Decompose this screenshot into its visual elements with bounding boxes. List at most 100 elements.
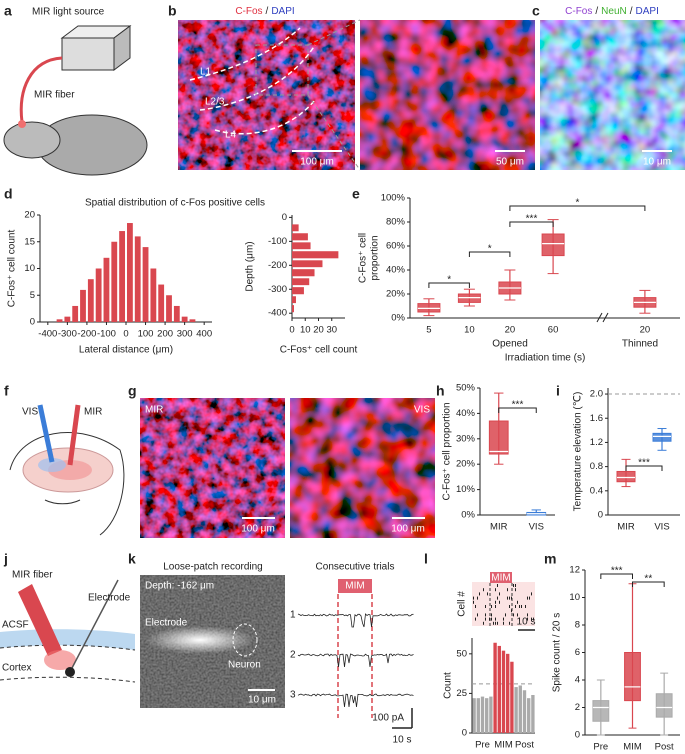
- y-tick-label: 20: [24, 210, 35, 221]
- y-tick-label: 8: [575, 620, 580, 631]
- panel-label: m: [544, 551, 556, 567]
- bracket: [468, 251, 511, 257]
- y-tick-label: 10: [24, 263, 35, 274]
- stim-box: [338, 579, 372, 593]
- x-tick-label: Post: [655, 742, 674, 753]
- x-tick-label: -400: [38, 329, 57, 340]
- y-tick-label: 6: [575, 647, 580, 658]
- cortex-line: [0, 644, 136, 651]
- zoom-line: [307, 94, 361, 171]
- x-tick-label: VIS: [529, 522, 544, 533]
- panel-label: c: [532, 3, 540, 19]
- axis-title: Count: [443, 672, 454, 699]
- spike: [487, 592, 488, 596]
- title-part: /: [266, 6, 269, 17]
- title-part: C-Fos: [565, 6, 592, 17]
- trial-label: 1: [290, 610, 296, 621]
- y-tick-label: 2.0: [590, 389, 603, 400]
- title-part: NeuN: [601, 6, 627, 17]
- fiber: [18, 584, 62, 656]
- spike: [503, 617, 504, 621]
- bar: [527, 698, 531, 733]
- bar: [472, 698, 476, 733]
- axis-title: Irradiation time (s): [505, 353, 586, 364]
- axis-title: Spike count / 20 s: [552, 613, 563, 693]
- y-tick-label: 50%: [456, 383, 476, 394]
- spike: [495, 588, 496, 592]
- eye: [44, 499, 81, 505]
- x-tick-label: -300: [58, 329, 77, 340]
- label: Depth: -162 μm: [145, 581, 214, 592]
- panel-a: MIR light source MIR fiber: [3, 7, 148, 176]
- zoom-box: [255, 44, 309, 96]
- image: [540, 20, 685, 170]
- spike: [477, 596, 478, 600]
- spike: [517, 600, 518, 604]
- panel-label: f: [4, 383, 9, 399]
- spike: [505, 613, 506, 617]
- trace: [297, 693, 414, 708]
- spike: [507, 596, 508, 600]
- spike: [527, 613, 528, 617]
- bracket: [509, 221, 554, 227]
- brain-area: [38, 458, 66, 472]
- bar: [501, 650, 506, 733]
- stim-label: MIM: [345, 581, 364, 592]
- axis-title: Lateral distance (μm): [79, 345, 173, 356]
- title: C-Fos / NeuN / DAPI: [565, 6, 659, 17]
- spike: [475, 605, 476, 608]
- axis-title: C-Fos⁺ cell count: [280, 345, 358, 356]
- x-tick-label: 0: [123, 329, 128, 340]
- y-tick-label: 0: [282, 212, 287, 223]
- panel-label: j: [3, 551, 8, 567]
- x-tick-label: Post: [515, 740, 534, 751]
- neuron: [65, 667, 75, 677]
- y-tick-label: 0: [462, 728, 467, 739]
- spike: [511, 596, 512, 600]
- title: C-Fos / DAPI: [235, 6, 294, 17]
- bar: [510, 661, 514, 733]
- spike: [525, 605, 526, 608]
- spike: [511, 609, 512, 613]
- spike: [475, 617, 476, 621]
- annotation: ***: [638, 458, 650, 469]
- spike: [515, 605, 516, 608]
- spike: [527, 596, 528, 600]
- y-tick-label: 0: [30, 317, 35, 328]
- bar: [292, 305, 294, 313]
- spike: [499, 600, 500, 604]
- spike: [515, 584, 516, 587]
- bar: [292, 242, 311, 250]
- panel-c: C-Fos / NeuN / DAPI 10 μm: [540, 6, 685, 170]
- title-part: /: [595, 6, 598, 17]
- panel-label: i: [556, 383, 560, 399]
- scale-label: 10 μm: [248, 695, 276, 706]
- spike: [485, 617, 486, 621]
- x-tick-label: 20: [640, 325, 651, 336]
- spike: [483, 621, 484, 625]
- title-part: DAPI: [271, 6, 294, 17]
- scale-label: 100 pA: [372, 713, 404, 724]
- bar: [292, 251, 339, 259]
- bar: [56, 319, 63, 322]
- y-tick-label: 1.6: [590, 413, 603, 424]
- x-tick-label: 10: [300, 325, 311, 336]
- image: [290, 398, 435, 538]
- scale-label: 10 s: [517, 617, 536, 628]
- y-tick-label: 20%: [386, 289, 406, 300]
- scale-label: 100 μm: [391, 524, 425, 535]
- panel-j: MIR fiber Electrode ACSF Cortex: [0, 570, 136, 683]
- cortex-line: [0, 676, 136, 683]
- axis-title: proportion: [370, 235, 381, 280]
- probe-mir: [67, 404, 81, 466]
- light-source-side: [113, 25, 131, 71]
- x-tick-label: MIR: [617, 522, 635, 533]
- bar: [292, 233, 308, 241]
- panel-label: h: [436, 383, 445, 399]
- bracket: [498, 407, 537, 413]
- label: ACSF: [2, 620, 29, 631]
- group-label: Thinned: [622, 339, 658, 350]
- title: Spatial distribution of c-Fos positive c…: [85, 198, 265, 209]
- spike: [531, 592, 532, 596]
- y-tick-label: 80%: [386, 217, 406, 228]
